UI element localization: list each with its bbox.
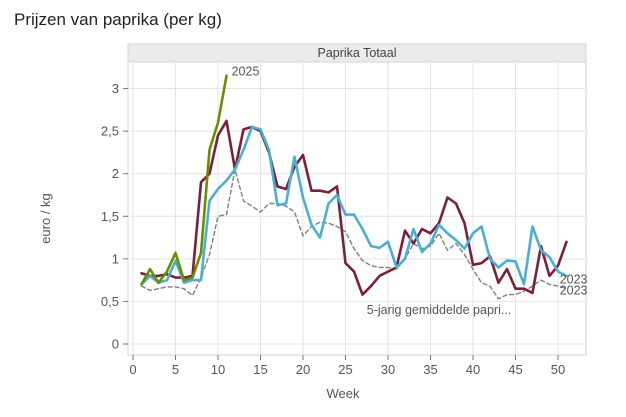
x-tick-label: 0 xyxy=(129,362,136,377)
y-tick-label: 2,5 xyxy=(101,124,119,139)
series-line-2025 xyxy=(140,74,228,286)
plot-border xyxy=(127,61,587,356)
series-annotation: 2025 xyxy=(232,65,260,79)
gridlines xyxy=(127,61,587,356)
x-tick-label: 45 xyxy=(508,362,522,377)
page-title: Prijzen van paprika (per kg) xyxy=(14,10,222,29)
x-tick-label: 50 xyxy=(551,362,565,377)
y-tick-label: 0 xyxy=(112,337,119,352)
panel-title: Paprika Totaal xyxy=(318,46,397,60)
y-tick-label: 1 xyxy=(112,251,119,266)
axes: 00,511,522,530 5 10 15 20 25 30 35 40 45 50Weekeur… xyxy=(38,81,565,401)
series-line-2024 xyxy=(140,125,568,286)
y-tick-label: 0,5 xyxy=(101,294,119,309)
series-annotation: 2023 xyxy=(560,272,588,286)
y-tick-label: 3 xyxy=(112,81,119,96)
series-line-5-jarig-gemiddelde-paprika xyxy=(140,168,568,300)
x-tick-label: 30 xyxy=(381,362,395,377)
x-tick-label: 20 xyxy=(296,362,310,377)
x-tick-label: 40 xyxy=(466,362,480,377)
y-tick-label: 2 xyxy=(112,166,119,181)
y-tick-label: 1,5 xyxy=(101,209,119,224)
x-tick-label: 25 xyxy=(338,362,352,377)
y-axis-title: euro / kg xyxy=(38,193,53,244)
x-tick-label: 10 xyxy=(211,362,225,377)
x-tick-label: 15 xyxy=(253,362,267,377)
x-tick-label: 35 xyxy=(423,362,437,377)
series-lines xyxy=(140,74,568,300)
panel-header: Paprika Totaal xyxy=(127,43,587,63)
series-annotation: 2023 xyxy=(560,283,588,297)
series-annotation: 5-jarig gemiddelde papri... xyxy=(367,303,512,317)
x-tick-label: 5 xyxy=(172,362,179,377)
series-line-2023 xyxy=(140,119,568,296)
x-axis-title: Week xyxy=(327,386,360,401)
